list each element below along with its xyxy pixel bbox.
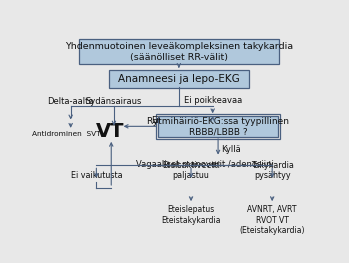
Text: Delta-aalto: Delta-aalto bbox=[47, 97, 94, 106]
Text: Rytmihäiriö-EKG:ssa tyypillinen
RBBB/LBBB ?: Rytmihäiriö-EKG:ssa tyypillinen RBBB/LBB… bbox=[147, 117, 289, 136]
Text: Kyllä: Kyllä bbox=[221, 145, 241, 154]
Text: Eteisaktiveetti
paljastuu: Eteisaktiveetti paljastuu bbox=[162, 161, 220, 180]
Text: AVNRT, AVRT
RVOT VT
(Eteistakykardia): AVNRT, AVRT RVOT VT (Eteistakykardia) bbox=[239, 205, 305, 235]
FancyBboxPatch shape bbox=[158, 116, 278, 137]
Text: Takykardia
pysähtyy: Takykardia pysähtyy bbox=[251, 161, 294, 180]
FancyBboxPatch shape bbox=[109, 70, 249, 88]
Text: Ei: Ei bbox=[151, 116, 159, 125]
Text: Yhdenmuotoinen leveäkompleksinen takykardia
(säänölliset RR-välit): Yhdenmuotoinen leveäkompleksinen takykar… bbox=[65, 42, 293, 62]
Text: Antidrominen  SVT: Antidrominen SVT bbox=[32, 131, 101, 137]
Text: VT: VT bbox=[96, 122, 124, 141]
Text: Sydänsairaus: Sydänsairaus bbox=[86, 97, 142, 106]
Text: Anamneesi ja lepo-EKG: Anamneesi ja lepo-EKG bbox=[118, 74, 240, 84]
FancyBboxPatch shape bbox=[79, 39, 279, 64]
Text: Ei poikkeavaa: Ei poikkeavaa bbox=[184, 96, 242, 105]
Text: Ei vaikutusta: Ei vaikutusta bbox=[70, 171, 122, 180]
Text: Eteislepatus
Eteistakykardia: Eteislepatus Eteistakykardia bbox=[161, 205, 221, 225]
Text: Vagaaliset manoverit /adenosiini: Vagaaliset manoverit /adenosiini bbox=[136, 160, 274, 169]
